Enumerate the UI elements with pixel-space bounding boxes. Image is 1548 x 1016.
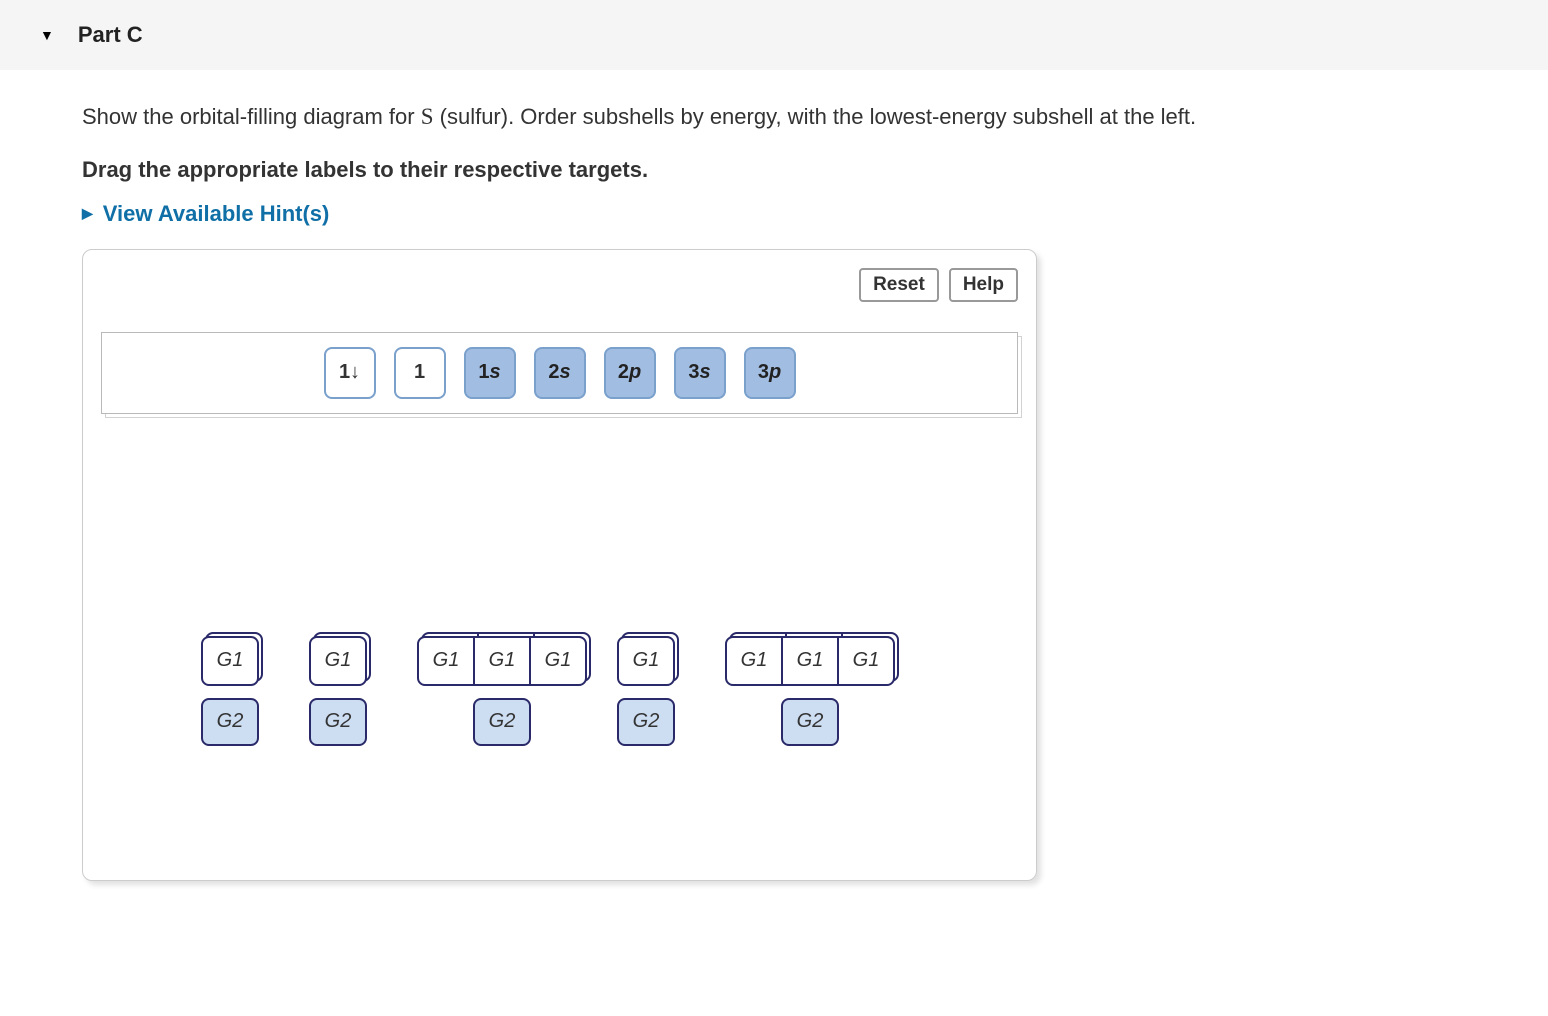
view-hints-toggle[interactable]: ▶ View Available Hint(s) xyxy=(82,201,329,227)
subshell-target[interactable]: G2 xyxy=(617,698,675,746)
orbital-target[interactable]: G1 xyxy=(529,636,587,686)
question-pre: Show the orbital-filling diagram for xyxy=(82,104,421,129)
label-source-tray: 1↓ 1 1s 2s 2p 3s 3p xyxy=(101,332,1018,414)
chip-spin-pair[interactable]: 1↓ xyxy=(324,347,376,399)
collapse-icon: ▼ xyxy=(40,27,54,43)
orbital-target[interactable]: G1 xyxy=(617,636,675,686)
orbital-target[interactable]: G1 xyxy=(309,636,367,686)
part-header[interactable]: ▼ Part C xyxy=(0,0,1548,70)
chip-1s[interactable]: 1s xyxy=(464,347,516,399)
chip-2s[interactable]: 2s xyxy=(534,347,586,399)
drop-zone[interactable]: G1 G2 G1 G2 G1 G1 G1 G2 G1 xyxy=(101,426,1018,856)
chip-3s[interactable]: 3s xyxy=(674,347,726,399)
subshell-target[interactable]: G2 xyxy=(309,698,367,746)
target-group-4: G1 G2 xyxy=(617,636,675,746)
content-area: Show the orbital-filling diagram for S (… xyxy=(0,70,1548,881)
orbital-target[interactable]: G1 xyxy=(837,636,895,686)
question-text: Show the orbital-filling diagram for S (… xyxy=(82,100,1518,135)
orbital-target[interactable]: G1 xyxy=(417,636,475,686)
subshell-target[interactable]: G2 xyxy=(473,698,531,746)
subshell-target[interactable]: G2 xyxy=(201,698,259,746)
question-element: S xyxy=(421,104,434,129)
subshell-target[interactable]: G2 xyxy=(781,698,839,746)
orbital-target[interactable]: G1 xyxy=(725,636,783,686)
workspace-toolbar: Reset Help xyxy=(101,268,1018,302)
question-post: (sulfur). Order subshells by energy, wit… xyxy=(434,104,1197,129)
orbital-target[interactable]: G1 xyxy=(781,636,839,686)
target-group-1: G1 G2 xyxy=(201,636,259,746)
reset-button[interactable]: Reset xyxy=(859,268,939,302)
expand-icon: ▶ xyxy=(82,205,93,222)
orbital-target[interactable]: G1 xyxy=(473,636,531,686)
target-group-3: G1 G1 G1 G2 xyxy=(417,636,587,746)
chip-spin-up[interactable]: 1 xyxy=(394,347,446,399)
hints-label: View Available Hint(s) xyxy=(103,201,330,227)
target-group-2: G1 G2 xyxy=(309,636,367,746)
drag-drop-workspace: Reset Help 1↓ 1 1s 2s 2p 3s 3p G1 G2 xyxy=(82,249,1037,881)
instruction-text: Drag the appropriate labels to their res… xyxy=(82,157,1518,183)
part-title: Part C xyxy=(78,22,143,48)
chip-3p[interactable]: 3p xyxy=(744,347,796,399)
target-group-5: G1 G1 G1 G2 xyxy=(725,636,895,746)
chip-2p[interactable]: 2p xyxy=(604,347,656,399)
orbital-target[interactable]: G1 xyxy=(201,636,259,686)
help-button[interactable]: Help xyxy=(949,268,1018,302)
